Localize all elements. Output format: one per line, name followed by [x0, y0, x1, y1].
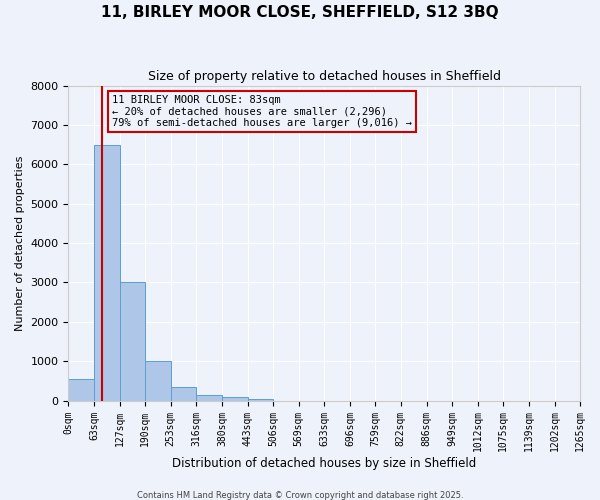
Text: 11, BIRLEY MOOR CLOSE, SHEFFIELD, S12 3BQ: 11, BIRLEY MOOR CLOSE, SHEFFIELD, S12 3B…: [101, 5, 499, 20]
Bar: [222, 396, 248, 400]
Bar: [145, 361, 171, 401]
Bar: [94, 144, 120, 400]
Bar: [171, 387, 196, 400]
Bar: [196, 394, 222, 400]
Bar: [248, 398, 273, 400]
Bar: [120, 282, 145, 401]
Title: Size of property relative to detached houses in Sheffield: Size of property relative to detached ho…: [148, 70, 501, 83]
X-axis label: Distribution of detached houses by size in Sheffield: Distribution of detached houses by size …: [172, 457, 476, 470]
Bar: [68, 379, 94, 400]
Text: 11 BIRLEY MOOR CLOSE: 83sqm
← 20% of detached houses are smaller (2,296)
79% of : 11 BIRLEY MOOR CLOSE: 83sqm ← 20% of det…: [112, 95, 412, 128]
Text: Contains HM Land Registry data © Crown copyright and database right 2025.: Contains HM Land Registry data © Crown c…: [137, 490, 463, 500]
Y-axis label: Number of detached properties: Number of detached properties: [15, 156, 25, 331]
